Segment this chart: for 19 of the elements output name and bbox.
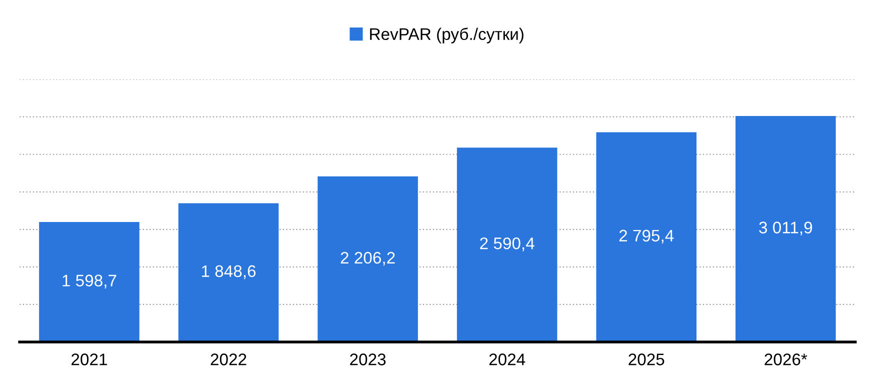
data-label: 1 598,7 xyxy=(62,274,116,288)
data-label: 2 206,2 xyxy=(340,252,395,266)
x-tick-label: 2023 xyxy=(350,354,386,366)
bar xyxy=(318,176,418,342)
bar xyxy=(456,148,558,342)
legend-label: RevPAR (руб./сутки) xyxy=(370,28,524,44)
x-tick-label: 2025 xyxy=(628,354,664,366)
bar xyxy=(178,203,279,342)
data-label: 3 011,9 xyxy=(759,222,812,236)
data-label: 2 795,4 xyxy=(619,230,674,244)
bar xyxy=(596,132,697,342)
bar xyxy=(736,116,836,342)
data-label: 2 590,4 xyxy=(480,237,534,252)
x-tick-label: 2024 xyxy=(489,354,526,366)
x-tick-label: 2021 xyxy=(72,354,107,366)
data-label: 1 848,6 xyxy=(202,265,256,280)
x-tick-label: 2022 xyxy=(210,354,246,366)
x-tick-label: 2026* xyxy=(764,354,808,366)
bar xyxy=(39,222,140,342)
